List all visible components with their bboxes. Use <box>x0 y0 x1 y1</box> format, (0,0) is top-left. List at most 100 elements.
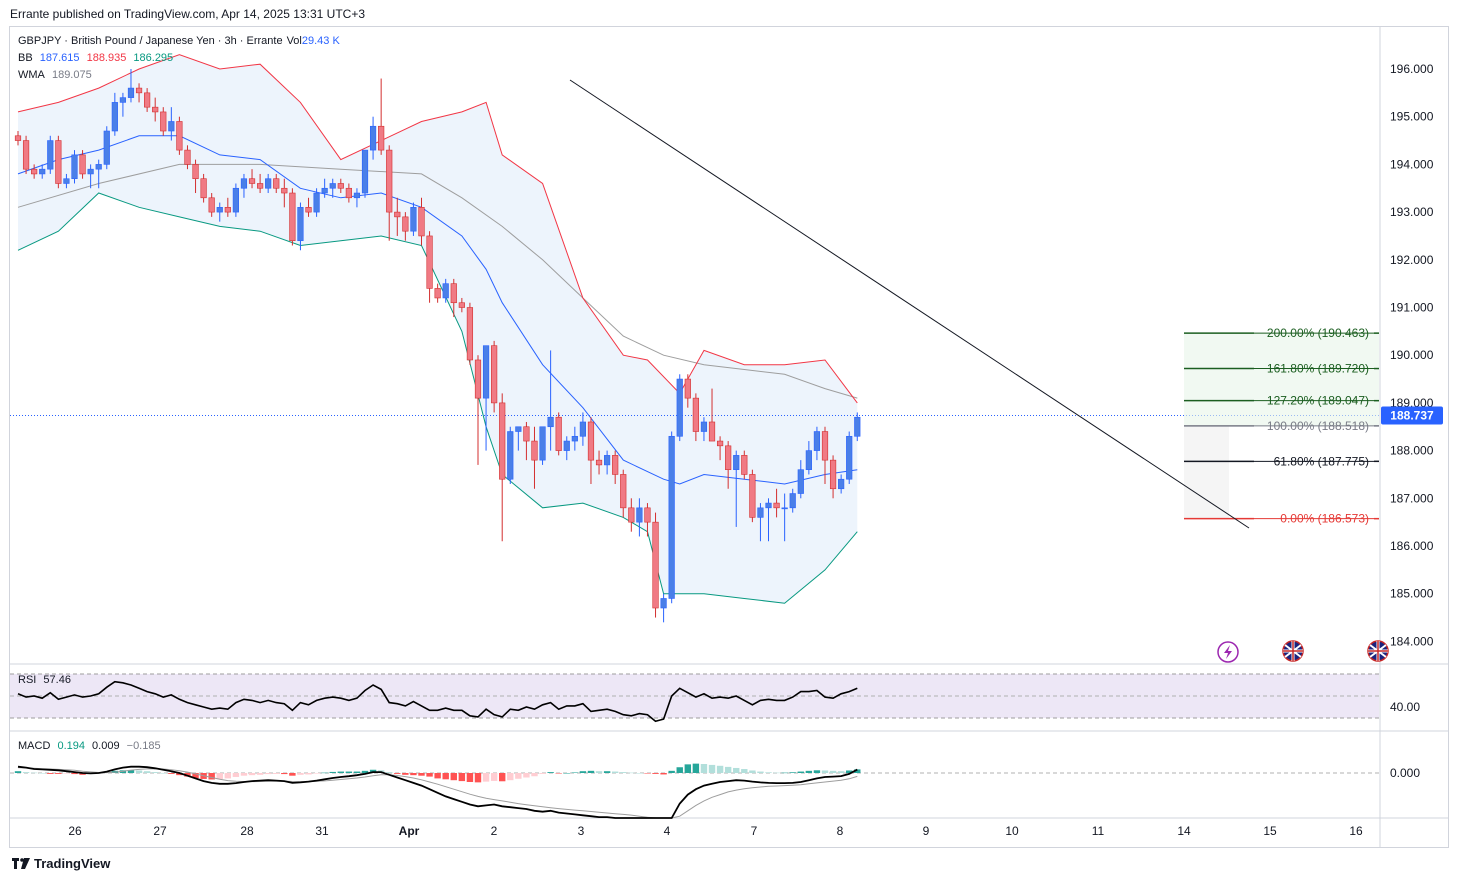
candle-body[interactable] <box>248 178 256 184</box>
candle-body[interactable] <box>200 178 207 199</box>
candle-body[interactable] <box>103 130 110 165</box>
candle-body[interactable] <box>563 440 570 451</box>
candle-body[interactable] <box>571 435 578 442</box>
candle-body[interactable] <box>71 154 78 180</box>
candle-body[interactable] <box>127 87 135 98</box>
candle-body[interactable] <box>410 207 417 232</box>
candle-body[interactable] <box>119 97 127 103</box>
candle-body[interactable] <box>716 440 724 447</box>
candle-body[interactable] <box>458 302 465 308</box>
candle-body[interactable] <box>829 459 837 490</box>
candle-body[interactable] <box>749 474 756 518</box>
candle-body[interactable] <box>305 207 312 213</box>
macd-legend[interactable]: MACD 0.194 0.009 −0.185 <box>18 740 165 752</box>
candle-body[interactable] <box>765 502 772 509</box>
candle-body[interactable] <box>313 192 320 213</box>
candle-body[interactable] <box>539 426 546 461</box>
candle-body[interactable] <box>547 416 554 428</box>
candle-body[interactable] <box>273 178 280 189</box>
candle-body[interactable] <box>208 197 215 213</box>
candle-body[interactable] <box>329 183 336 189</box>
candle-body[interactable] <box>636 507 643 523</box>
candle-body[interactable] <box>442 283 449 299</box>
candle-body[interactable] <box>595 459 603 466</box>
candle-body[interactable] <box>644 507 651 523</box>
candle-body[interactable] <box>418 207 425 237</box>
candle-body[interactable] <box>579 421 586 437</box>
candle-body[interactable] <box>515 426 522 432</box>
candle-body[interactable] <box>232 187 239 213</box>
candle-body[interactable] <box>555 416 562 451</box>
candle-body[interactable] <box>434 288 441 299</box>
candle-body[interactable] <box>184 149 191 165</box>
trendline[interactable] <box>569 79 1250 529</box>
candle-body[interactable] <box>144 92 151 108</box>
candle-body[interactable] <box>604 455 611 466</box>
candle-body[interactable] <box>507 431 514 480</box>
candle-body[interactable] <box>281 187 288 194</box>
candle-body[interactable] <box>652 521 659 609</box>
candle-body[interactable] <box>297 207 304 242</box>
candle-body[interactable] <box>499 402 506 480</box>
candle-body[interactable] <box>612 455 619 475</box>
candle-body[interactable] <box>160 111 167 132</box>
candle-body[interactable] <box>757 507 764 518</box>
candle-body[interactable] <box>676 378 683 437</box>
candle-body[interactable] <box>491 345 498 404</box>
candle-body[interactable] <box>95 164 102 170</box>
candle-body[interactable] <box>474 359 482 399</box>
candle-body[interactable] <box>289 192 296 242</box>
candle-body[interactable] <box>216 207 223 213</box>
candle-body[interactable] <box>240 178 248 189</box>
candle-body[interactable] <box>369 125 377 151</box>
candle-body[interactable] <box>821 431 829 461</box>
candle-body[interactable] <box>466 307 474 361</box>
candle-body[interactable] <box>31 168 38 175</box>
candle-body[interactable] <box>79 154 86 175</box>
candle-body[interactable] <box>192 164 199 180</box>
candle-body[interactable] <box>773 502 780 509</box>
candle-body[interactable] <box>394 211 401 218</box>
candle-body[interactable] <box>587 421 595 461</box>
candle-body[interactable] <box>450 283 457 304</box>
candle-body[interactable] <box>22 140 30 170</box>
lightning-event-icon[interactable] <box>1217 641 1239 663</box>
candle-body[interactable] <box>152 106 159 113</box>
rsi-legend[interactable]: RSI 57.46 <box>18 674 75 686</box>
candle-body[interactable] <box>176 121 183 151</box>
candle-body[interactable] <box>668 435 675 599</box>
candle-body[interactable] <box>55 140 62 184</box>
bb-legend[interactable]: BB 187.615 188.935 186.295 <box>18 52 177 64</box>
candle-body[interactable] <box>531 440 538 461</box>
candle-body[interactable] <box>63 178 70 184</box>
candle-body[interactable] <box>781 507 788 510</box>
uk-flag-icon[interactable] <box>1282 640 1304 662</box>
candle-body[interactable] <box>725 445 732 470</box>
candle-body[interactable] <box>797 469 804 494</box>
candle-body[interactable] <box>345 187 352 199</box>
candle-body[interactable] <box>741 455 748 475</box>
candle-body[interactable] <box>692 397 699 432</box>
candle-body[interactable] <box>321 187 328 194</box>
candle-body[interactable] <box>805 450 812 470</box>
candle-body[interactable] <box>660 598 667 609</box>
candle-body[interactable] <box>378 125 385 151</box>
candle-body[interactable] <box>353 192 361 199</box>
candle-body[interactable] <box>846 435 853 480</box>
wma-legend[interactable]: WMA 189.075 <box>18 69 96 81</box>
candle-body[interactable] <box>87 168 94 175</box>
candle-body[interactable] <box>813 431 821 451</box>
candle-body[interactable] <box>838 478 845 490</box>
candle-body[interactable] <box>700 421 708 432</box>
candle-body[interactable] <box>620 474 627 509</box>
candle-body[interactable] <box>39 168 46 175</box>
candle-body[interactable] <box>708 421 716 442</box>
candle-body[interactable] <box>135 87 143 94</box>
candle-body[interactable] <box>337 183 344 189</box>
candle-body[interactable] <box>733 455 740 470</box>
uk-flag-icon[interactable] <box>1367 640 1389 662</box>
candle-body[interactable] <box>402 216 409 232</box>
candle-body[interactable] <box>47 140 54 170</box>
candle-body[interactable] <box>386 149 393 213</box>
